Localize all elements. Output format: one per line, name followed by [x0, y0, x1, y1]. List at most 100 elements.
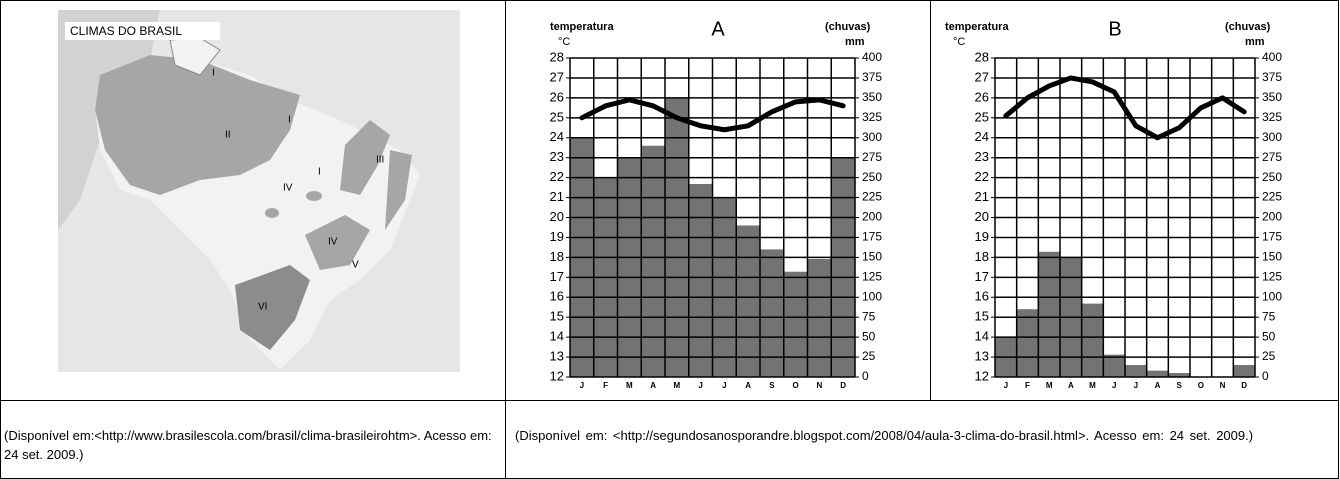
y-tick-label: 21 [550, 189, 564, 204]
y2-tick-label: 225 [1262, 190, 1282, 204]
y-tick-label: 26 [975, 89, 989, 104]
y2-tick-label: 275 [862, 150, 882, 164]
y-tick-label: 24 [550, 129, 564, 144]
map-label: IV [328, 237, 338, 248]
y2-axis-unit: mm [845, 36, 865, 48]
y2-tick-label: 125 [1262, 269, 1282, 283]
y2-tick-label: 375 [1262, 70, 1282, 84]
x-tick-label: M [626, 381, 633, 390]
bar [1016, 309, 1039, 377]
x-tick-label: A [745, 381, 751, 390]
x-tick-label: D [1241, 381, 1247, 390]
bar [1146, 370, 1169, 377]
y-tick-label: 12 [550, 368, 564, 383]
bar [1081, 303, 1104, 377]
x-tick-label: J [580, 381, 584, 390]
bar [807, 258, 832, 377]
y-tick-label: 24 [975, 129, 989, 144]
map-label: III [376, 155, 384, 166]
map-title: CLIMAS DO BRASIL [70, 24, 182, 38]
y2-tick-label: 75 [862, 309, 876, 323]
y-tick-label: 27 [550, 69, 564, 84]
y-tick-label: 16 [975, 289, 989, 304]
y2-tick-label: 25 [862, 349, 876, 363]
y2-tick-label: 375 [862, 70, 882, 84]
map-region [340, 120, 390, 195]
map-region [385, 150, 412, 230]
y2-tick-label: 175 [1262, 230, 1282, 244]
bar [783, 271, 808, 377]
y2-tick-label: 50 [1262, 329, 1276, 343]
bar [831, 157, 855, 377]
y-tick-label: 16 [550, 289, 564, 304]
y-tick-label: 13 [975, 349, 989, 364]
bar [688, 184, 713, 377]
y-tick-label: 18 [550, 249, 564, 264]
bar [760, 249, 784, 377]
map-region [306, 191, 322, 201]
y-axis-unit: °C [953, 36, 965, 48]
y2-tick-label: 150 [1262, 250, 1282, 264]
x-tick-label: N [1220, 381, 1226, 390]
y2-tick-label: 250 [1262, 170, 1282, 184]
x-tick-label: O [793, 381, 799, 390]
y-tick-label: 26 [550, 89, 564, 104]
y2-tick-label: 325 [862, 110, 882, 124]
y-tick-label: 14 [550, 329, 564, 344]
y2-tick-label: 300 [1262, 130, 1282, 144]
y-tick-label: 20 [975, 209, 989, 224]
y2-tick-label: 300 [862, 130, 882, 144]
y-tick-label: 13 [550, 349, 564, 364]
y2-tick-label: 400 [862, 50, 882, 64]
x-tick-label: F [603, 381, 608, 390]
bar [1103, 354, 1125, 377]
x-tick-label: M [674, 381, 681, 390]
map-label: II [225, 130, 231, 141]
y2-tick-label: 0 [862, 369, 869, 383]
map-region [95, 55, 300, 195]
x-tick-label: A [650, 381, 656, 390]
y-tick-label: 17 [975, 269, 989, 284]
y2-tick-label: 50 [862, 329, 876, 343]
y-tick-label: 12 [975, 368, 989, 383]
map-label: IV [283, 183, 293, 194]
map-region [235, 265, 310, 350]
map-label: I [318, 167, 321, 178]
caption: (Disponível em: <http://segundosanospora… [515, 428, 1254, 443]
x-tick-label: A [1155, 381, 1161, 390]
bar [1038, 251, 1060, 377]
y2-tick-label: 275 [1262, 150, 1282, 164]
bar [736, 225, 760, 377]
x-tick-label: J [1134, 381, 1138, 390]
y-tick-label: 19 [975, 229, 989, 244]
temperature-line [1003, 75, 1247, 141]
y-tick-label: 18 [975, 249, 989, 264]
x-tick-label: J [1004, 381, 1008, 390]
y-tick-label: 20 [550, 209, 564, 224]
y-tick-label: 22 [550, 169, 564, 184]
map-label: V [352, 260, 359, 271]
y2-tick-label: 150 [862, 250, 882, 264]
y2-tick-label: 225 [862, 190, 882, 204]
y2-tick-label: 100 [862, 289, 882, 303]
y-tick-label: 23 [975, 149, 989, 164]
y2-axis-label: (chuvas) [825, 21, 871, 33]
x-tick-label: A [1068, 381, 1074, 390]
x-tick-label: O [1198, 381, 1204, 390]
x-tick-label: M [1089, 381, 1096, 390]
x-tick-label: J [1112, 381, 1116, 390]
y2-tick-label: 75 [1262, 309, 1276, 323]
bar [1125, 365, 1147, 377]
x-tick-label: J [722, 381, 726, 390]
x-tick-label: D [840, 381, 846, 390]
caption: (Disponível em:<http://www.brasilescola.… [4, 428, 492, 462]
chart-title: A [711, 18, 725, 40]
map: CLIMAS DO BRASIL I II I I IV III IV V VI [58, 10, 460, 372]
y-tick-label: 28 [550, 49, 564, 64]
y-axis-label: temperatura [550, 21, 614, 33]
y2-axis-unit: mm [1245, 36, 1265, 48]
y-tick-label: 22 [975, 169, 989, 184]
y2-tick-label: 125 [862, 269, 882, 283]
